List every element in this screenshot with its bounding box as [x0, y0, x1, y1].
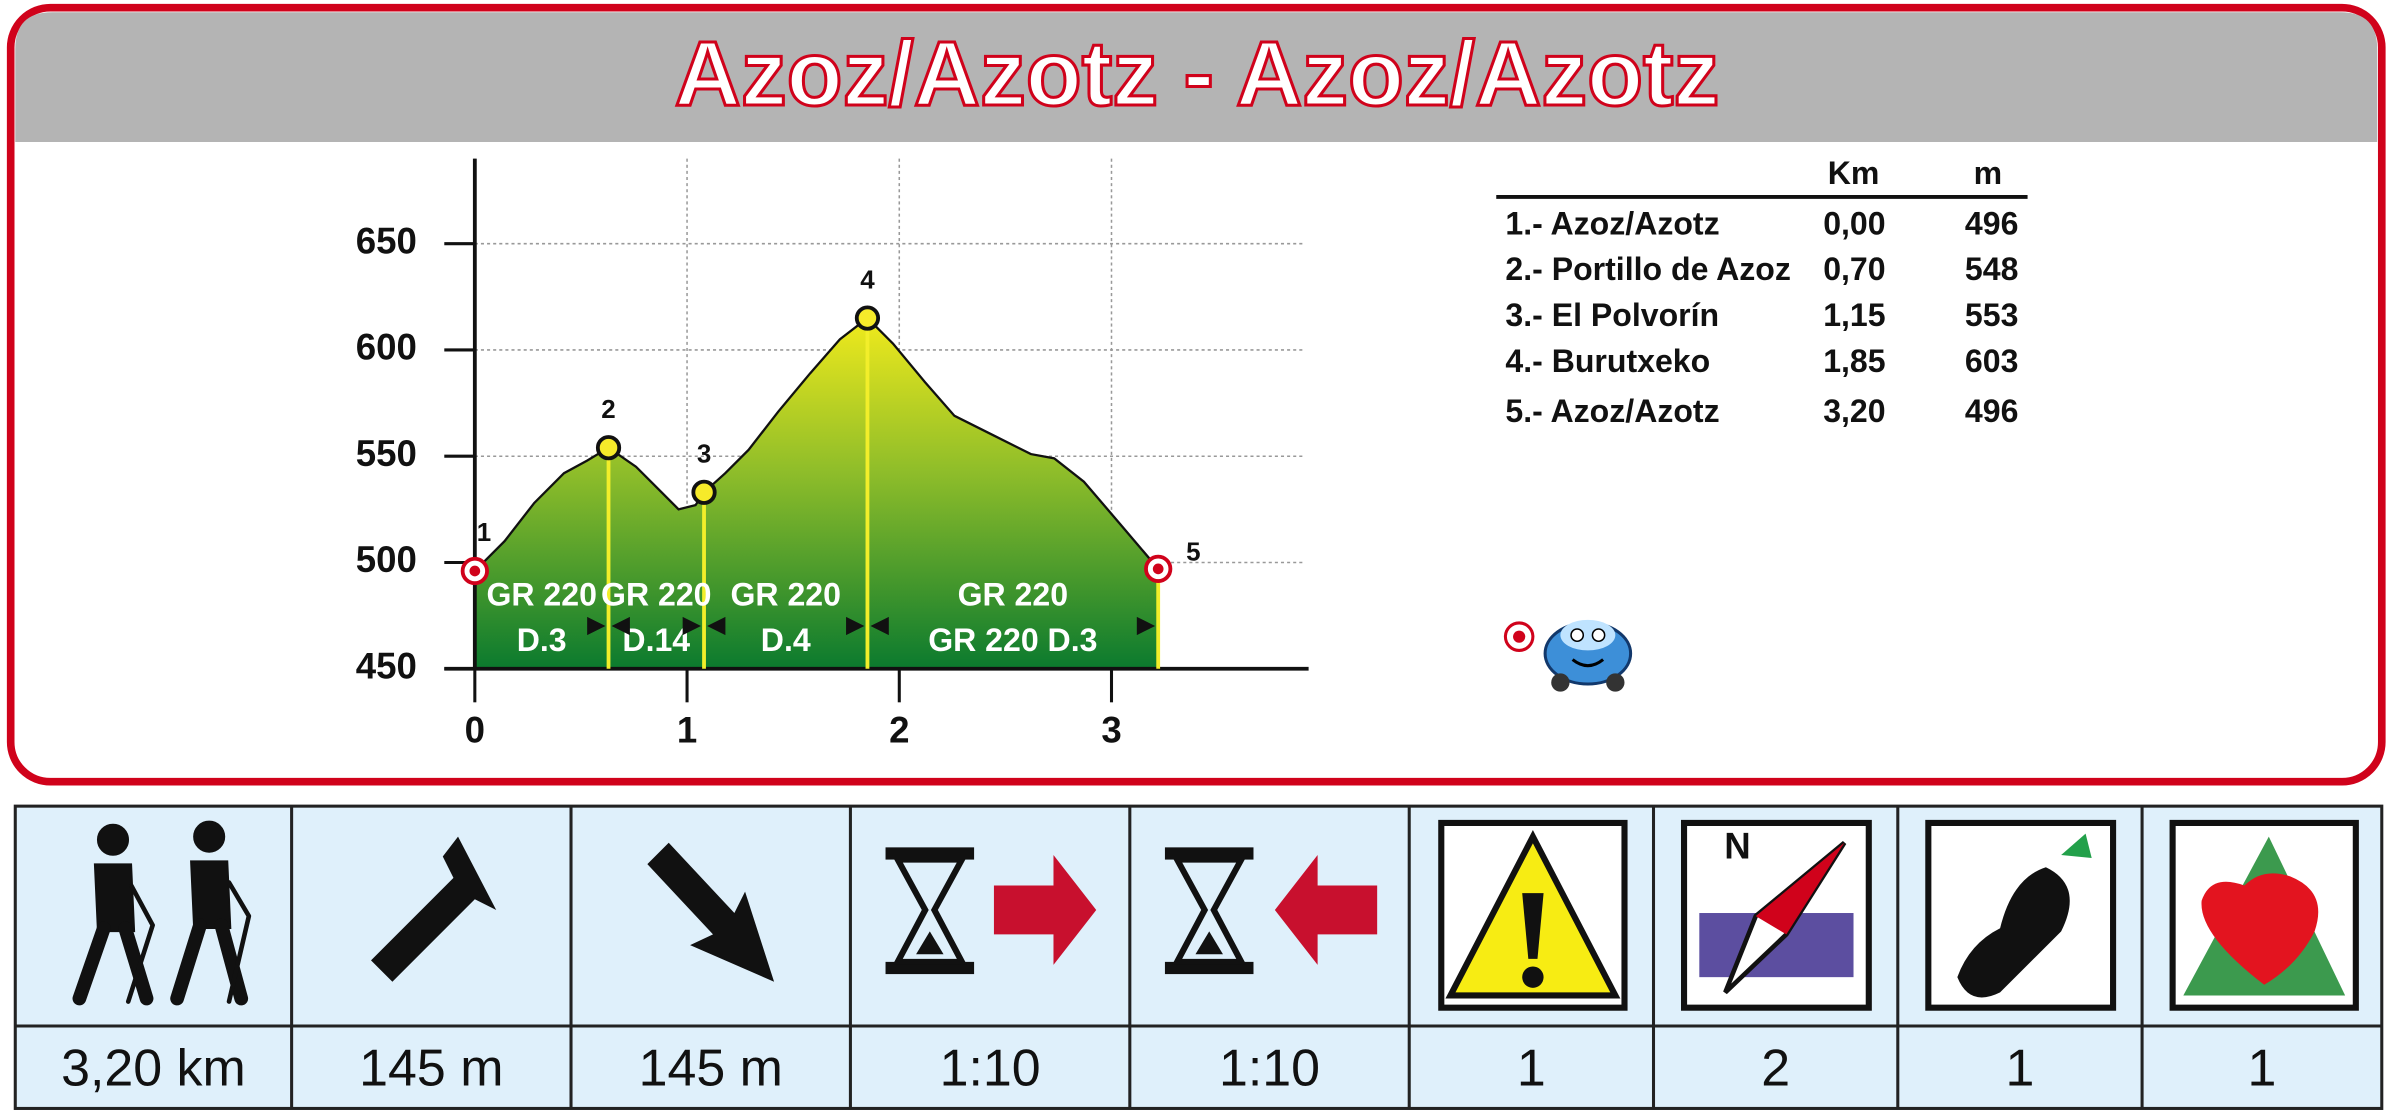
waypoint-marker	[691, 479, 717, 505]
waypoint-km: 0,70	[1823, 251, 1885, 287]
waypoint-label: 4	[860, 266, 875, 294]
start-marker-dot	[1513, 630, 1526, 643]
path-icon	[1925, 819, 2117, 1011]
danger-icon	[1438, 819, 1628, 1011]
summary-value: 1	[2247, 1040, 2276, 1098]
segment-label: D.3	[517, 622, 567, 658]
car-icon	[1543, 619, 1633, 692]
waypoint-km: 1,15	[1823, 297, 1885, 333]
summary-value: 145 m	[359, 1040, 503, 1098]
segment-label: GR 220 D.3	[928, 622, 1097, 658]
y-tick-label: 500	[356, 539, 417, 580]
summary-value: 1	[2006, 1040, 2035, 1098]
waypoint-m: 553	[1965, 297, 2018, 333]
waypoint-m: 603	[1965, 343, 2018, 379]
y-tick-label: 600	[356, 327, 417, 368]
segment-label: GR 220	[601, 576, 711, 612]
x-tick-label: 2	[889, 710, 909, 751]
waypoint-label: 5	[1186, 538, 1200, 566]
x-tick-label: 1	[677, 710, 697, 751]
waypoints-table: Km m 1.- Azoz/Azotz 0,00 496 2.- Portillo de …	[1496, 155, 2028, 429]
segment-arrow	[611, 616, 630, 636]
segment-arrow	[707, 616, 726, 636]
segment-arrow	[1136, 616, 1156, 636]
segment-label: GR 220	[958, 576, 1068, 612]
ascent-icon	[371, 836, 497, 982]
waypoint-m: 548	[1965, 251, 2018, 287]
beauty-icon	[2169, 819, 2359, 1011]
waypoint-km: 3,20	[1823, 393, 1885, 429]
waypoint-km: 1,85	[1823, 343, 1885, 379]
waypoint-label: 2	[601, 396, 615, 424]
segment-arrow	[870, 616, 889, 636]
waypoint-marker	[854, 305, 881, 331]
summary-cells: 3,20 km 145 m 145 m 1:10 1:10 1 2 1 1	[61, 806, 2276, 1109]
descent-icon	[647, 842, 775, 982]
segment-arrow	[587, 616, 606, 636]
segment-arrow	[682, 616, 701, 636]
summary-value: 2	[1761, 1040, 1790, 1098]
segment-label: GR 220	[731, 576, 841, 612]
waypoint-dot	[469, 565, 481, 577]
time-forward-icon	[885, 847, 1097, 975]
profile-area	[473, 316, 1160, 670]
waypoint-marker	[595, 435, 622, 461]
y-tick-label: 550	[356, 433, 417, 474]
time-back-icon	[1164, 847, 1378, 975]
waypoint-name: 2.- Portillo de Azoz	[1505, 251, 1790, 287]
segment-label: D.14	[622, 622, 690, 658]
y-tick-label: 650	[356, 220, 417, 261]
svg-text:N: N	[1724, 826, 1750, 867]
waypoint-name: 3.- El Polvorín	[1505, 297, 1719, 333]
summary-value: 1:10	[940, 1040, 1041, 1098]
orientation-icon: N	[1680, 819, 1872, 1011]
summary-value: 3,20 km	[61, 1040, 246, 1098]
waypoint-label: 1	[477, 519, 491, 547]
waypoint-name: 5.- Azoz/Azotz	[1505, 393, 1719, 429]
segment-label: GR 220	[486, 576, 596, 612]
table-header: Km	[1828, 155, 1880, 191]
waypoint-dot	[1152, 563, 1164, 575]
waypoint-m: 496	[1965, 393, 2018, 429]
x-tick-label: 0	[465, 710, 485, 751]
summary-value: 1:10	[1219, 1040, 1320, 1098]
table-header: m	[1974, 155, 2003, 191]
title-band	[15, 12, 2378, 142]
waypoint-name: 4.- Burutxeko	[1505, 343, 1710, 379]
hikers-icon	[72, 820, 252, 1006]
waypoint-name: 1.- Azoz/Azotz	[1505, 205, 1719, 241]
segment-arrow	[846, 616, 865, 636]
segment-label: D.4	[761, 622, 811, 658]
x-tick-label: 3	[1101, 710, 1121, 751]
y-tick-label: 450	[356, 645, 417, 686]
title: Azoz/Azotz - Azoz/Azotz	[675, 23, 1720, 125]
waypoint-label: 3	[697, 441, 711, 469]
summary-value: 145 m	[639, 1040, 783, 1098]
summary-value: 1	[1517, 1040, 1546, 1098]
waypoint-km: 0,00	[1823, 205, 1885, 241]
profile-chart: 450 500 550 600 650 0 1 2 3 GR 220 D.3 GR 220 D.14 GR…	[356, 158, 1309, 751]
waypoint-m: 496	[1965, 205, 2018, 241]
